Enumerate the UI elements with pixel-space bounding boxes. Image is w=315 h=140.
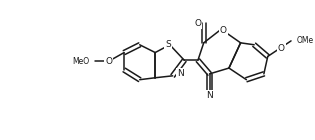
Text: S: S [165, 40, 171, 49]
Text: N: N [177, 69, 184, 78]
Text: MeO: MeO [72, 57, 89, 66]
Text: O: O [220, 26, 226, 35]
Text: O: O [194, 19, 201, 28]
Text: O: O [278, 44, 285, 53]
Text: O: O [105, 57, 112, 66]
Text: N: N [206, 91, 213, 100]
Text: OMe: OMe [297, 36, 314, 45]
